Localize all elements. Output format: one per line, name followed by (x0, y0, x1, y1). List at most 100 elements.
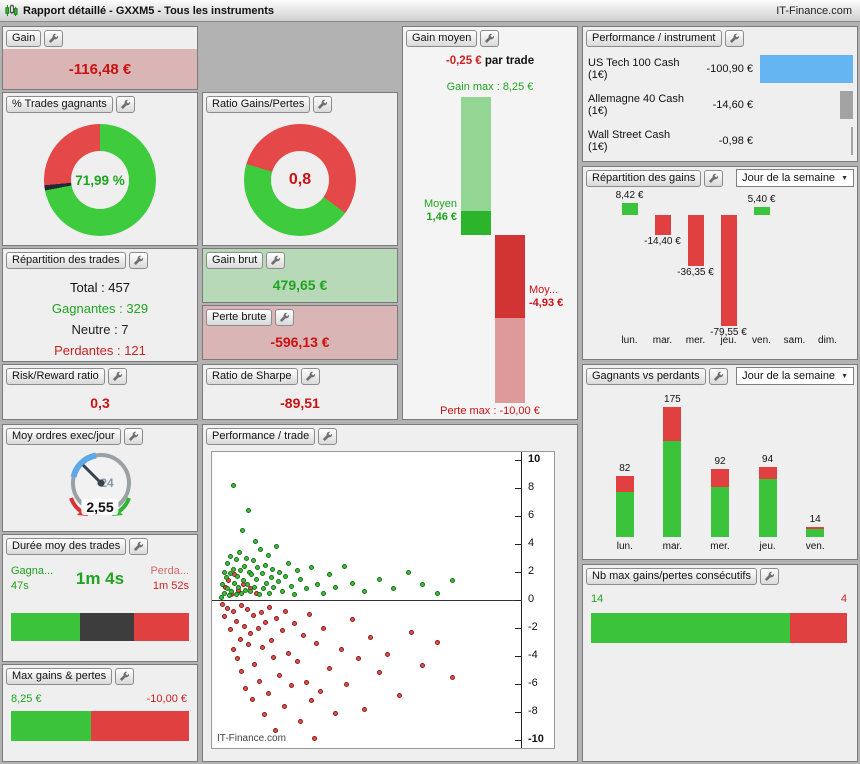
wrench-icon[interactable] (115, 95, 135, 113)
scatter-point (252, 538, 258, 544)
scatter-point (344, 681, 350, 687)
gain-max-label: Gain max : 8,25 € (446, 81, 534, 93)
pct-winning-panel-button[interactable]: % Trades gagnants (6, 95, 113, 113)
max-consecutive-panel-button[interactable]: Nb max gains/pertes consécutifs (586, 567, 757, 585)
gains-by-day-panel-button[interactable]: Répartition des gains (586, 169, 702, 187)
scatter-point (362, 706, 367, 712)
scatter-point (294, 568, 300, 574)
wrench-icon[interactable] (724, 29, 744, 47)
scatter-point (297, 576, 303, 582)
bar-segment (91, 711, 189, 741)
scatter-point (309, 565, 315, 571)
wrench-icon[interactable] (44, 29, 64, 47)
day-label: jeu. (759, 541, 776, 552)
gain-loss-ratio-panel-button[interactable]: Ratio Gains/Pertes (206, 95, 311, 113)
gross-loss-panel-button[interactable]: Perte brute (206, 308, 273, 326)
wrench-icon[interactable] (266, 251, 286, 269)
sharpe-ratio-panel-button[interactable]: Ratio de Sharpe (206, 367, 298, 385)
panel-performance-per-trade: Performance / trade 10 8 6 4 2 0 -2 -4 -6 -8 -10 I… (202, 424, 578, 762)
scatter-point (239, 527, 245, 533)
period-dropdown-value: Jour de la semaine (742, 370, 836, 382)
instrument-row: Wall Street Cash (1€) -0,98 € (588, 123, 853, 159)
day-gain-value: -79,55 € (710, 327, 747, 338)
panel-gain: Gain -116,48 € (2, 26, 198, 90)
gross-gain-value: 479,65 € (272, 276, 328, 293)
gain-panel-button[interactable]: Gain (6, 29, 42, 47)
avg-gain-marker-label: Moyen 1,46 € (403, 198, 457, 224)
value: 1,46 € (426, 211, 457, 223)
tick-mark (515, 572, 521, 573)
performance-instrument-panel-button[interactable]: Performance / instrument (586, 29, 722, 47)
winners-losers-panel-button[interactable]: Gagnants vs perdants (586, 367, 706, 385)
max-gain-loss-bar (11, 711, 189, 741)
trade-split-row: Total : 457 (70, 280, 130, 295)
wrench-icon[interactable] (275, 308, 295, 326)
day-total-value: 175 (664, 394, 681, 405)
risk-reward-panel-button[interactable]: Risk/Reward ratio (6, 367, 105, 385)
avg-gain-value: -0,25 € (445, 55, 482, 67)
max-gain-loss-panel-button[interactable]: Max gains & pertes (6, 667, 113, 685)
y-tick-label: 4 (528, 537, 535, 549)
scatter-point (237, 549, 243, 555)
avg-orders-panel-button[interactable]: Moy ordres exec/jour (6, 427, 121, 445)
scatter-point (225, 561, 231, 567)
scatter-point (303, 586, 309, 592)
scatter-point (326, 572, 332, 578)
scatter-point (219, 601, 225, 607)
wrench-icon[interactable] (480, 29, 500, 47)
wrench-icon[interactable] (129, 537, 149, 555)
winners-losers-chart: 82 175 92 94 14 (583, 387, 857, 539)
scatter-point (237, 636, 243, 642)
performance-trade-panel-button[interactable]: Performance / trade (206, 427, 316, 445)
scatter-point (265, 691, 271, 697)
instrument-value: -100,90 € (706, 63, 753, 75)
gross-gain-panel-button[interactable]: Gain brut (206, 251, 264, 269)
sharpe-ratio-value: -89,51 (280, 395, 320, 411)
watermark: IT-Finance.com (217, 733, 286, 744)
wrench-icon[interactable] (759, 567, 779, 585)
loss-max-label: Perte max : -10,00 € (440, 405, 540, 417)
trade-split-panel-button[interactable]: Répartition des trades (6, 251, 126, 269)
avg-gain-suffix: par trade (481, 55, 535, 67)
day-label: dim. (818, 335, 837, 346)
scatter-point (230, 482, 236, 488)
gain-loss-ratio-donut: 0,8 (244, 124, 356, 236)
scatter-point (356, 656, 362, 662)
tick-mark (515, 712, 521, 713)
candlestick-chart-icon (5, 4, 18, 17)
wrench-icon[interactable] (708, 367, 728, 385)
day-winners-bar (806, 529, 825, 537)
wrench-icon[interactable] (313, 95, 333, 113)
day-losers-bar (615, 476, 634, 492)
instrument-bar-wrap (755, 54, 853, 84)
panel-avg-orders: Moy ordres exec/jour 24 2,55 (2, 424, 198, 532)
scatter-point (435, 590, 440, 596)
winning-trades-donut: 71,99 % (44, 124, 156, 236)
brand-text[interactable]: IT-Finance.com (776, 4, 852, 17)
panel-max-gain-loss: Max gains & pertes 8,25 € -10,00 € (2, 664, 198, 762)
scatter-point (326, 666, 332, 672)
max-loss-value: -10,00 € (146, 693, 187, 705)
instrument-bar-wrap (755, 90, 853, 120)
wrench-icon[interactable] (128, 251, 148, 269)
wrench-icon[interactable] (318, 427, 338, 445)
scatter-point (341, 563, 347, 569)
scatter-point (251, 558, 257, 564)
panel-gross-gain: Gain brut 479,65 € (202, 248, 398, 303)
wrench-icon[interactable] (704, 169, 724, 187)
period-dropdown-value: Jour de la semaine (742, 172, 836, 184)
wrench-icon[interactable] (115, 667, 135, 685)
scatter-point (252, 661, 258, 667)
scatter-point (280, 589, 286, 595)
period-dropdown[interactable]: Jour de la semaine ▼ (736, 169, 854, 187)
wrench-icon[interactable] (107, 367, 127, 385)
scatter-point (306, 611, 312, 617)
period-dropdown[interactable]: Jour de la semaine ▼ (736, 367, 854, 385)
scatter-point (300, 632, 306, 638)
svg-text:24: 24 (100, 476, 114, 490)
wrench-icon[interactable] (123, 427, 143, 445)
avg-duration-panel-button[interactable]: Durée moy des trades (6, 537, 127, 555)
avg-gain-panel-button[interactable]: Gain moyen (406, 29, 478, 47)
wrench-icon[interactable] (300, 367, 320, 385)
scatter-point (281, 703, 287, 709)
